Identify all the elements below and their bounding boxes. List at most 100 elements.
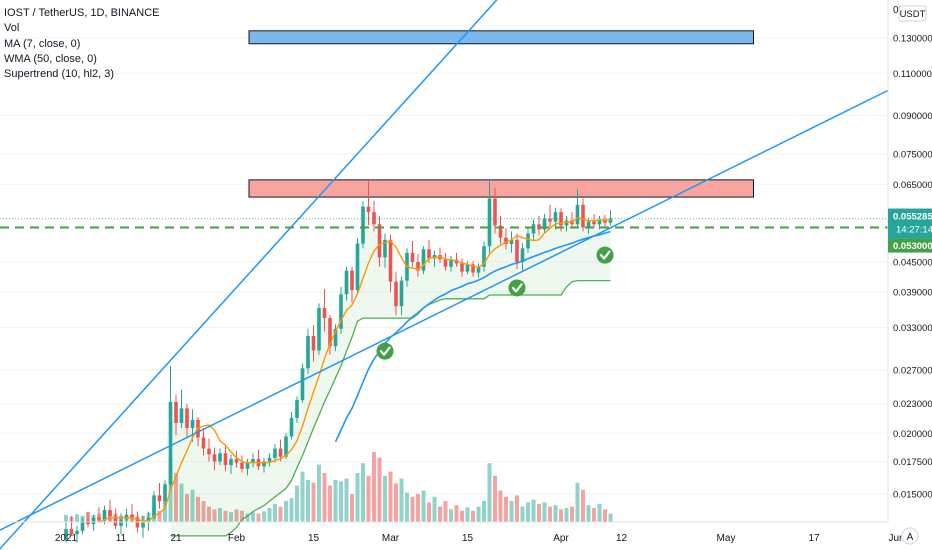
y-tick-label: 0.033000 — [893, 323, 932, 334]
candle-body — [465, 264, 470, 272]
x-tick-label: Jun — [888, 533, 904, 544]
volume-bar — [185, 494, 189, 522]
volume-bar — [333, 480, 338, 522]
volume-bar — [377, 457, 382, 522]
candle-body — [449, 259, 453, 267]
candle-body — [394, 281, 398, 307]
candle-body — [410, 252, 415, 263]
volume-bar — [366, 475, 371, 522]
y-tick-label: 0.130000 — [893, 34, 932, 45]
auto-scale-button[interactable]: A — [901, 527, 919, 545]
legend-wma[interactable]: WMA (50, close, 0) — [4, 52, 97, 65]
candle-body — [64, 529, 68, 540]
volume-bar — [251, 512, 255, 522]
volume-bar — [427, 502, 431, 522]
candle-body — [504, 237, 508, 245]
volume-bar — [190, 489, 195, 522]
candle-body — [185, 408, 189, 429]
candle-body — [322, 307, 327, 319]
volume-bar — [493, 475, 497, 522]
volume-bar — [163, 498, 167, 522]
x-tick-label: Mar — [382, 533, 400, 544]
volume-bar — [256, 513, 261, 522]
check-icon — [596, 246, 614, 264]
candle-body — [520, 248, 525, 263]
volume-bar — [515, 495, 519, 522]
candle-body — [531, 224, 536, 234]
time-axis[interactable]: 2021 11 21 Feb 15 Mar 15 Apr 12 May 17 Jun A — [0, 521, 919, 545]
candle-body — [86, 520, 90, 525]
candle-body — [328, 318, 332, 347]
volume-bar — [306, 480, 310, 522]
candle-body — [289, 417, 294, 437]
check-icon-mark — [379, 346, 391, 356]
symbol-title[interactable]: IOST / TetherUS, 1D, BINANCE — [4, 7, 160, 19]
candle-body — [174, 401, 178, 423]
candle-body — [350, 270, 354, 291]
volume-bar — [212, 509, 217, 522]
check-icon-circle — [508, 279, 526, 297]
candle-body — [179, 408, 184, 423]
supertrend-line — [170, 279, 611, 537]
candle-body — [542, 218, 547, 230]
bar-countdown: 14:27:14 — [896, 225, 932, 236]
volume-bar — [300, 471, 305, 522]
candle-body — [135, 517, 140, 528]
volume-bar — [201, 501, 206, 522]
volume-bar — [482, 501, 486, 522]
volume-bar — [240, 510, 244, 522]
currency-badge[interactable] — [898, 5, 927, 22]
candle-body — [97, 517, 101, 520]
check-icon-circle — [596, 246, 614, 264]
check-icon — [376, 342, 394, 360]
legend-vol[interactable]: Vol — [4, 22, 20, 35]
level-price-tag: 0.053000 — [888, 238, 932, 253]
volume-bar — [586, 505, 591, 522]
candle-body — [273, 448, 277, 458]
auto-scale-label: A — [907, 532, 914, 543]
volume-bar — [410, 496, 415, 522]
x-tick-label: 2021 — [55, 533, 78, 544]
candle-body — [229, 459, 233, 466]
y-tick-label: 0.075000 — [893, 150, 932, 161]
candle-body — [498, 225, 503, 238]
volume-bar — [273, 503, 277, 522]
check-icon-mark — [511, 283, 523, 293]
candle-body — [564, 220, 569, 226]
candle-body — [603, 219, 607, 223]
volume-bar — [355, 473, 360, 522]
volume-bar — [64, 515, 68, 522]
volume-bar — [542, 502, 547, 522]
candle-body — [168, 401, 173, 485]
candle-body — [493, 198, 497, 226]
price-axis[interactable]: 0.130000 0.110000 0.090000 0.075000 0.065000… — [887, 0, 932, 550]
candle-body — [124, 514, 129, 520]
y-tick-label: 0.110000 — [893, 69, 932, 80]
candle-body — [130, 514, 134, 518]
candle-body — [80, 520, 85, 531]
candle-body — [355, 243, 360, 291]
x-tick-label: Feb — [228, 533, 246, 544]
legend-supertrend[interactable]: Supertrend (10, hl2, 3) — [4, 68, 115, 81]
volume-bar — [421, 490, 426, 522]
candle-body — [383, 239, 387, 258]
candle-body — [190, 419, 195, 429]
candle-body — [344, 270, 349, 295]
candle-body — [223, 453, 228, 466]
legend-ma[interactable]: MA (7, close, 0) — [4, 37, 81, 50]
candle-body — [108, 510, 112, 517]
volume-bar — [174, 473, 178, 522]
candle-body — [207, 448, 211, 455]
candle-body — [361, 206, 365, 244]
trendlines[interactable] — [0, 0, 889, 550]
x-tick-label: 11 — [116, 533, 127, 544]
volume-bar — [317, 464, 321, 522]
volume-bar — [498, 490, 503, 522]
volume-bar — [218, 508, 222, 522]
candle-body — [366, 206, 371, 213]
volume-bar — [157, 510, 162, 522]
candle-body — [295, 400, 299, 418]
volume-bar — [179, 483, 184, 522]
volume-bar — [322, 473, 327, 522]
